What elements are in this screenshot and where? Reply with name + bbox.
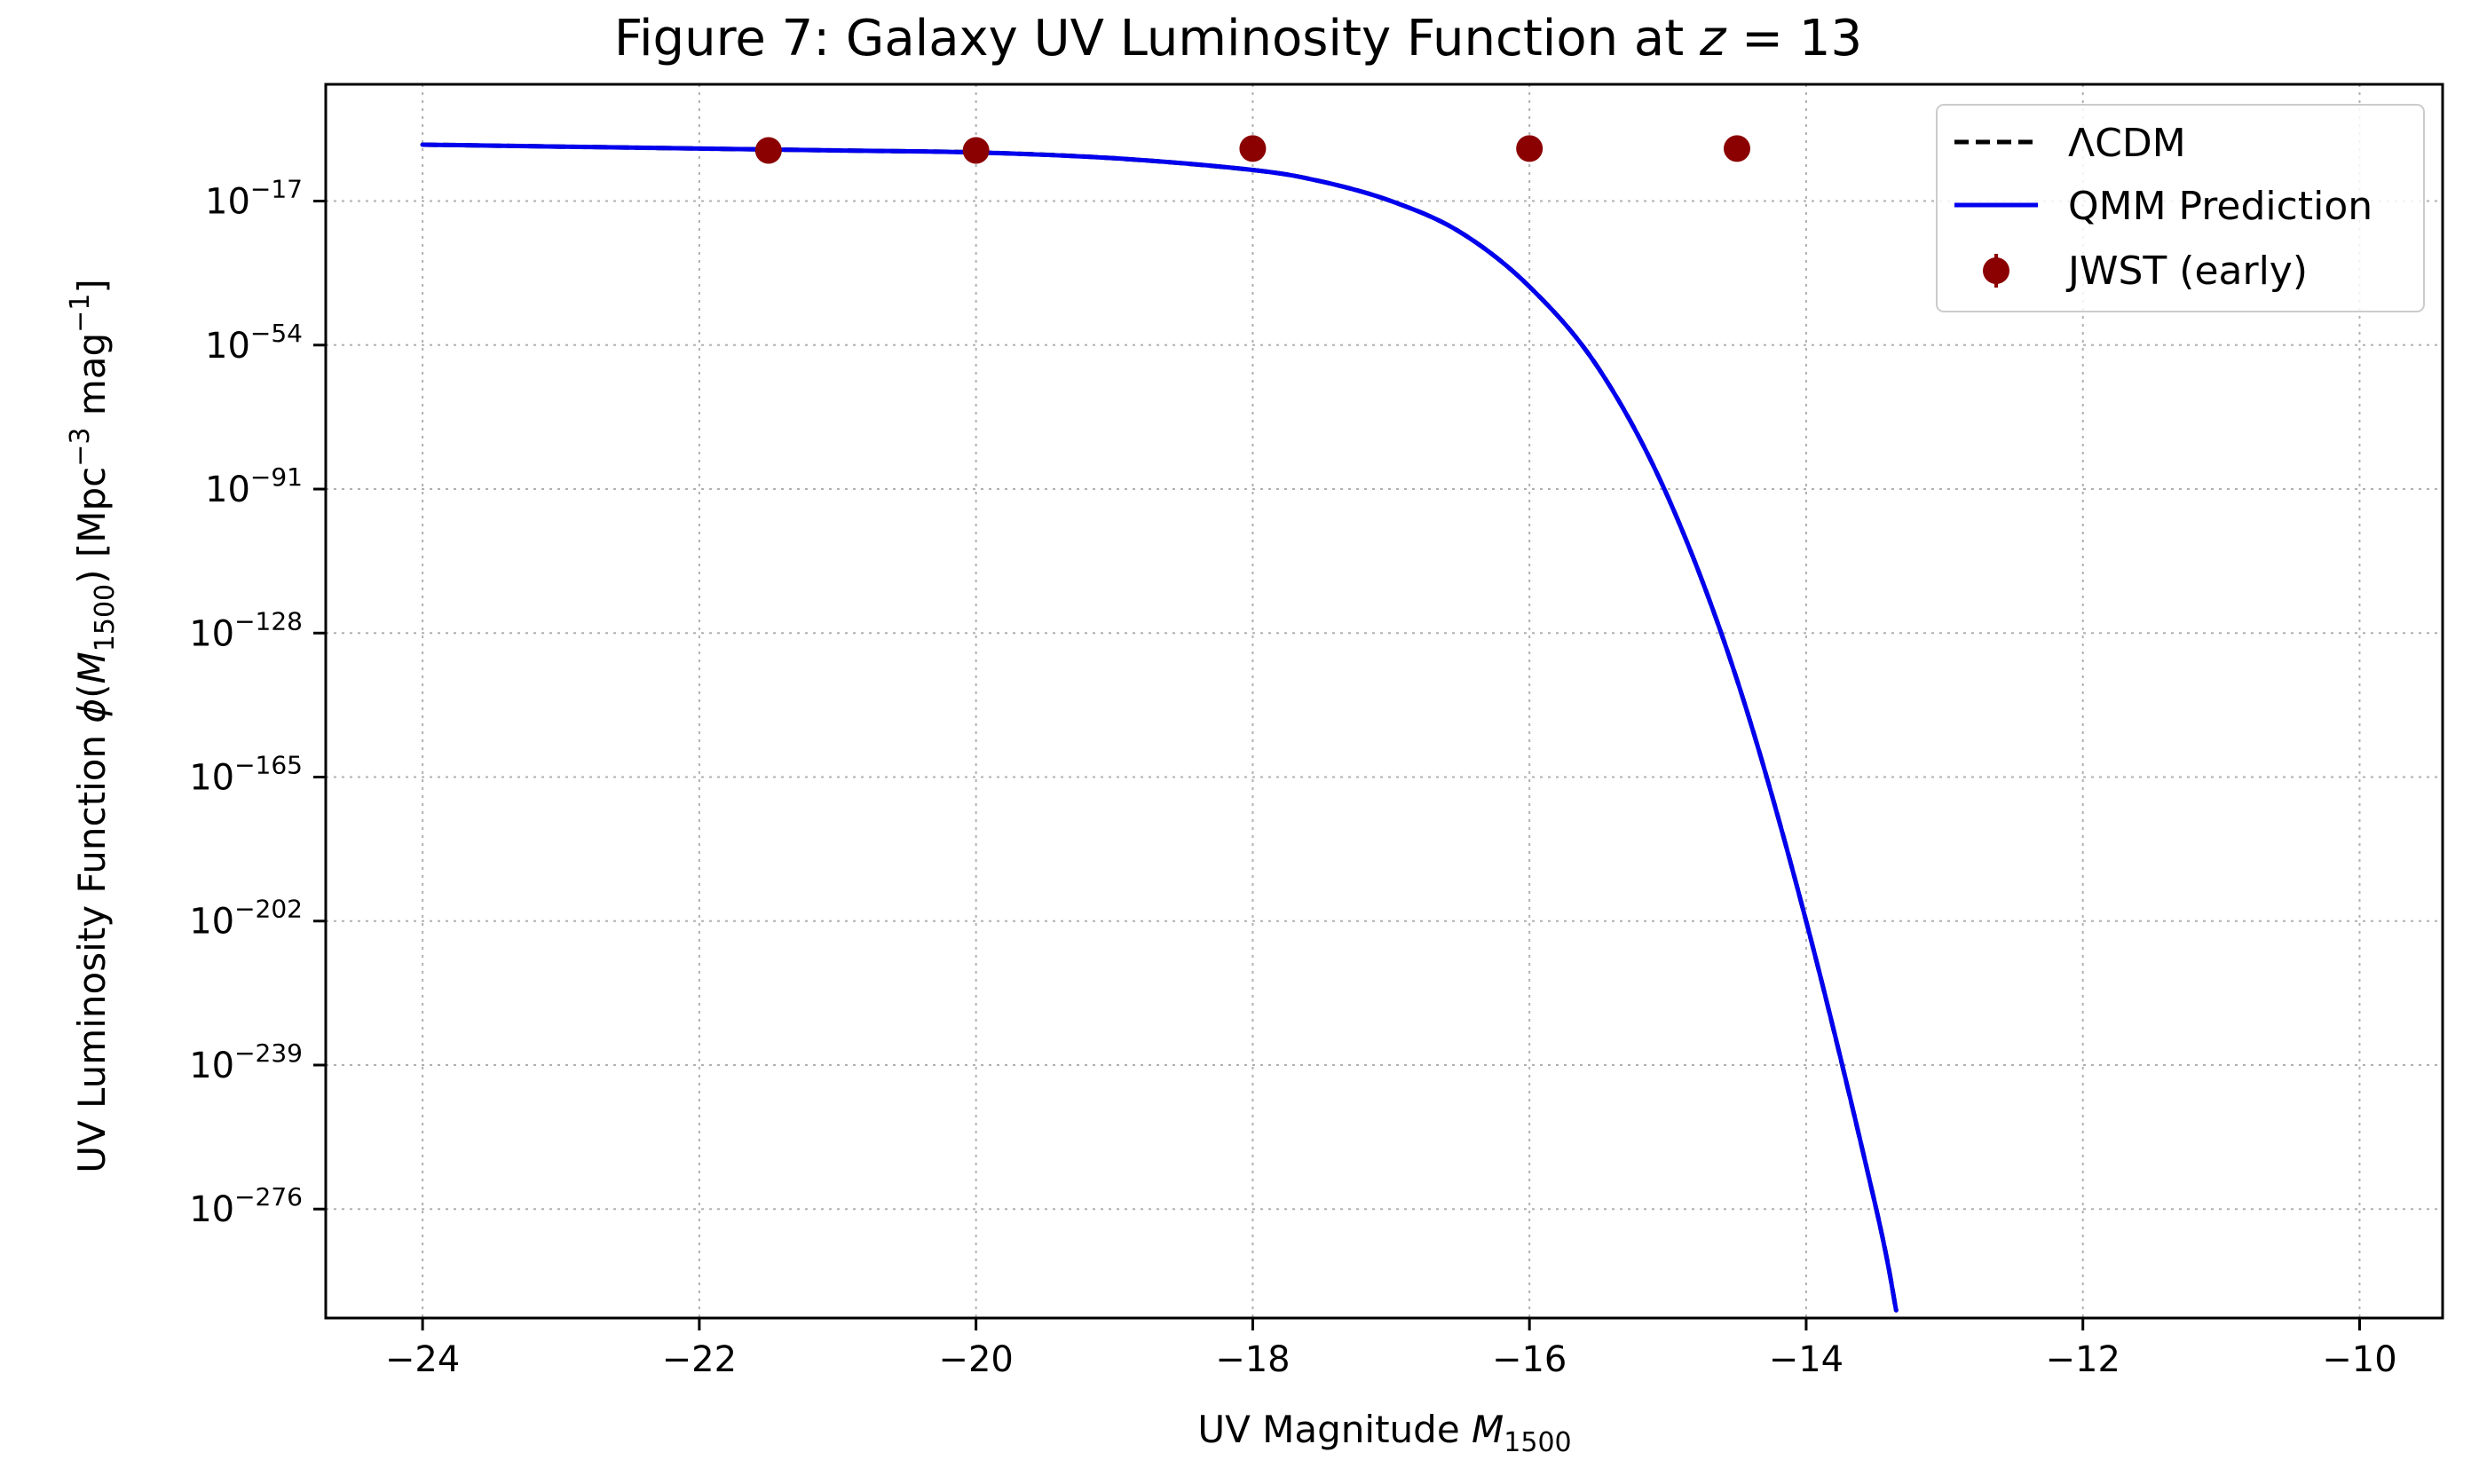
plot-frame xyxy=(324,83,2444,1320)
legend-jwst-label: JWST (early) xyxy=(2065,249,2308,294)
y-tick-label: 10−128 xyxy=(189,606,303,654)
y-tick-label: 10−165 xyxy=(189,751,303,799)
jwst-data-point xyxy=(1239,135,1267,162)
x-axis-ticks: −24 −22 −20 −18 −16 −14 −12 −10 xyxy=(385,1318,2397,1380)
legend-lcdm-label: ΛCDM xyxy=(2068,121,2186,166)
x-tick-label: −22 xyxy=(662,1339,737,1380)
legend-frame xyxy=(1936,104,2425,312)
series-layer xyxy=(420,142,1899,1313)
qmm-prediction-line xyxy=(420,142,1899,1313)
y-axis-ticks: 10−17 10−54 10−91 10−128 10−165 10−202 10−239 1… xyxy=(189,175,326,1230)
x-tick-label: −12 xyxy=(2045,1339,2120,1380)
x-tick-label: −16 xyxy=(1492,1339,1567,1380)
chart-title: Figure 7: Galaxy UV Luminosity Function … xyxy=(614,10,1862,67)
legend-qmm-label: QMM Prediction xyxy=(2068,184,2372,229)
legend: ΛCDM QMM Prediction JWST (early) xyxy=(1936,104,2425,312)
y-tick-label: 10−202 xyxy=(189,895,303,943)
y-tick-label: 10−91 xyxy=(205,462,303,510)
x-tick-label: −10 xyxy=(2322,1339,2396,1380)
y-tick-label: 10−276 xyxy=(189,1182,303,1230)
y-tick-label: 10−239 xyxy=(189,1038,303,1086)
y-tick-label: 10−17 xyxy=(205,175,303,223)
x-tick-label: −24 xyxy=(385,1339,460,1380)
grid xyxy=(326,84,2443,1318)
jwst-data-point xyxy=(962,137,990,164)
legend-jwst-marker xyxy=(1983,257,2009,284)
y-tick-label: 10−54 xyxy=(205,319,303,367)
x-tick-label: −20 xyxy=(938,1339,1013,1380)
jwst-data-point xyxy=(754,137,782,164)
points-layer xyxy=(754,135,1750,164)
jwst-data-point xyxy=(1724,135,1750,162)
x-tick-label: −18 xyxy=(1215,1339,1290,1380)
y-axis-title: UV Luminosity Function ϕ(M1500) [Mpc−3 m… xyxy=(65,279,121,1173)
x-tick-label: −14 xyxy=(1769,1339,1843,1380)
x-axis-title: UV Magnitude M1500 xyxy=(1197,1408,1571,1458)
jwst-data-point xyxy=(1516,135,1543,162)
